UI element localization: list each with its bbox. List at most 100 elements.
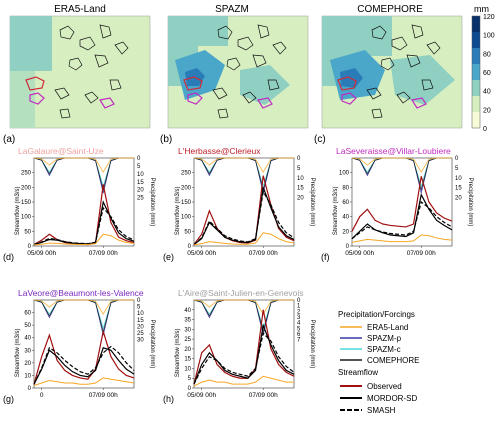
streamflow-series-smash bbox=[193, 332, 295, 385]
map-b-catchment-herbasse bbox=[183, 76, 203, 91]
precip-line bbox=[33, 299, 134, 334]
map-a-catchment-veore bbox=[29, 92, 45, 105]
y-tick-label: 5 bbox=[188, 376, 192, 382]
y2-tick-label: 10 bbox=[137, 311, 144, 317]
y-axis-label: Streamflow (m3/s) bbox=[15, 186, 21, 235]
map-a-rain-area bbox=[10, 16, 52, 71]
precip-line bbox=[351, 157, 452, 173]
panel-title: L'Aire@Saint-Julien-en-Genevois bbox=[178, 288, 304, 298]
colorbar-bin bbox=[472, 64, 480, 80]
colorbar-bin bbox=[472, 96, 480, 112]
y2-tick-label: 4 bbox=[297, 321, 301, 327]
y-tick-label: 50 bbox=[184, 229, 191, 235]
y2-tick-label: 20 bbox=[137, 188, 144, 194]
legend-streamflow-label: MORDOR-SD bbox=[367, 394, 417, 403]
colorbar-tick-label: 0 bbox=[483, 126, 487, 133]
colorbar-bin bbox=[472, 48, 480, 64]
map-title-a: ERA5-Land bbox=[54, 4, 106, 15]
precip-line bbox=[193, 157, 294, 188]
precip-line bbox=[351, 157, 452, 194]
y-tick-label: 250 bbox=[181, 171, 192, 177]
map-a-catchments bbox=[54, 24, 129, 119]
colorbar-bin bbox=[472, 112, 480, 128]
y-axis-label: Streamflow (m3/s) bbox=[333, 186, 339, 235]
y-tick-label: 30 bbox=[24, 348, 31, 354]
panel-letter: (e) bbox=[163, 252, 174, 262]
hydrograph-panel: L'Herbasse@Clerieux 0 50 100 150 200 250 0 5 10 15… bbox=[163, 146, 315, 262]
y-tick-label: 40 bbox=[184, 308, 191, 314]
colorbar-tick-label: 40 bbox=[483, 89, 491, 96]
precip-line bbox=[193, 299, 294, 334]
precip-line bbox=[33, 299, 134, 330]
streamflow-series-era5-land bbox=[193, 375, 294, 387]
precip-line bbox=[193, 299, 294, 330]
map-b-catchments bbox=[212, 24, 287, 119]
panel-letter-a: (a) bbox=[3, 134, 15, 145]
precip-line bbox=[193, 157, 294, 192]
streamflow-series-observed bbox=[33, 331, 135, 385]
streamflow-series-smash bbox=[351, 200, 453, 240]
legend: Precipitation/Forcings Streamflow ERA5-L… bbox=[338, 310, 419, 415]
y2-tick-label: 0 bbox=[297, 298, 301, 304]
map-panel-b: SPAZM (b) bbox=[160, 4, 309, 145]
y-tick-label: 200 bbox=[21, 185, 32, 191]
y-tick-label: 40 bbox=[24, 336, 31, 342]
legend-streamflow-label: Observed bbox=[367, 382, 402, 391]
x-tick-label: 05/09 00h bbox=[27, 250, 56, 257]
hydrograph-panel: L'Aire@Saint-Julien-en-Genevois051015202… bbox=[163, 288, 315, 404]
colorbar-tick-label: 100 bbox=[483, 33, 495, 40]
map-title-b: SPAZM bbox=[215, 4, 249, 15]
legend-forcings-title: Precipitation/Forcings bbox=[338, 310, 415, 319]
y-tick-label: 10 bbox=[24, 373, 31, 379]
y2-axis-label: Precipitation (mm) bbox=[309, 178, 315, 227]
y-tick-label: 250 bbox=[21, 171, 32, 177]
map-c-catchment-severaisse bbox=[411, 97, 427, 109]
y2-tick-label: 5 bbox=[137, 164, 141, 170]
x-tick-label: 0 bbox=[40, 392, 44, 399]
y2-tick-label: 25 bbox=[137, 331, 144, 337]
y2-tick-label: 0 bbox=[455, 156, 459, 162]
y-tick-label: 50 bbox=[24, 229, 31, 235]
y-axis-label: Streamflow (m3/s) bbox=[15, 328, 21, 377]
y2-tick-label: 10 bbox=[297, 176, 304, 182]
map-title-c: COMEPHORE bbox=[357, 4, 423, 15]
streamflow-series-era5-land bbox=[33, 233, 135, 246]
y-tick-label: 100 bbox=[21, 215, 32, 221]
map-b-catchment-severaisse bbox=[257, 97, 273, 109]
y2-tick-label: 6 bbox=[297, 332, 301, 338]
streamflow-series-mordor-sd bbox=[351, 192, 453, 240]
y2-tick-label: 5 bbox=[297, 166, 301, 172]
y-tick-label: 10 bbox=[184, 366, 191, 372]
streamflow-series-mordor-sd bbox=[33, 347, 135, 385]
y-tick-label: 20 bbox=[184, 347, 191, 353]
panel-letter: (h) bbox=[163, 394, 174, 404]
streamflow-series-observed bbox=[351, 176, 453, 232]
y-tick-label: 0 bbox=[28, 386, 32, 392]
colorbar-bin bbox=[472, 80, 480, 96]
y-tick-label: 0 bbox=[28, 244, 32, 250]
y2-tick-label: 5 bbox=[137, 305, 141, 311]
colorbar-bin bbox=[472, 16, 480, 32]
y-tick-label: 100 bbox=[339, 171, 350, 177]
precip-line bbox=[33, 157, 134, 192]
map-c-catchment-herbasse bbox=[337, 76, 357, 91]
precip-line bbox=[33, 157, 134, 173]
y-tick-label: 0 bbox=[188, 244, 192, 250]
y2-tick-label: 15 bbox=[137, 180, 144, 186]
streamflow-series-observed bbox=[33, 184, 135, 246]
panel-letter: (d) bbox=[3, 252, 14, 262]
colorbar-bin bbox=[472, 32, 480, 48]
streamflow-series-era5-land bbox=[33, 377, 135, 386]
hydrograph-panel: LaSeveraisse@Villar-Loubiere020406080100… bbox=[321, 146, 473, 262]
y2-axis-label: Precipitation (mm) bbox=[467, 178, 473, 227]
y2-tick-label: 7 bbox=[297, 338, 301, 344]
map-c-rain-area bbox=[340, 68, 363, 88]
y2-tick-label: 5 bbox=[455, 166, 459, 172]
panel-title: L'Herbasse@Clerieux bbox=[178, 146, 261, 156]
y2-axis-label: Precipitation (mm) bbox=[309, 320, 315, 369]
legend-forcing-label: SPAZM-c bbox=[367, 345, 401, 354]
streamflow-series-smash bbox=[193, 189, 295, 245]
y-tick-label: 100 bbox=[181, 215, 192, 221]
y2-tick-label: 30 bbox=[137, 338, 144, 344]
x-tick-label: 05/09 00h bbox=[345, 250, 374, 257]
